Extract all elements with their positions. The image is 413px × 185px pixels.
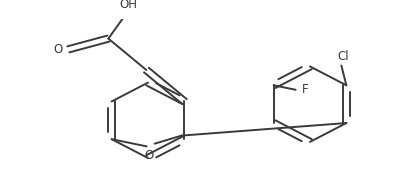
Text: O: O <box>54 43 63 56</box>
Text: OH: OH <box>119 0 137 11</box>
Text: F: F <box>301 83 308 96</box>
Text: Cl: Cl <box>337 50 348 63</box>
Text: O: O <box>144 149 153 162</box>
